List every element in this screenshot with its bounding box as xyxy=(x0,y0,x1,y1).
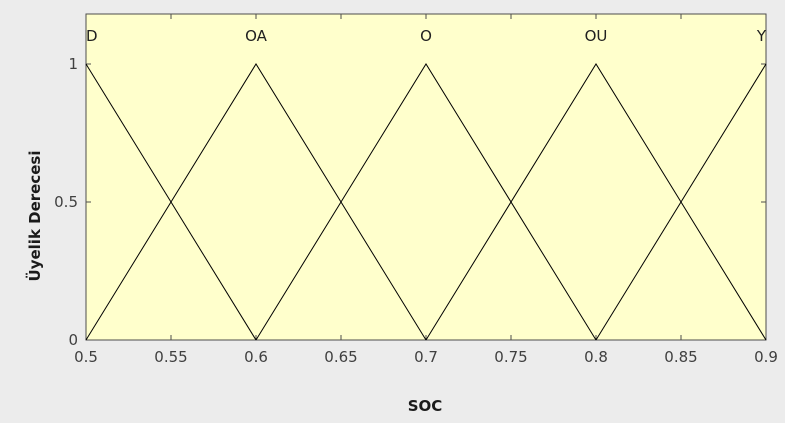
series-label-ou: OU xyxy=(585,27,608,45)
x-tick-label: 0.85 xyxy=(664,348,697,366)
series-lines xyxy=(85,63,767,341)
series-label-d: D xyxy=(86,27,98,45)
x-tick-label: 0.6 xyxy=(244,348,268,366)
x-axis-label: SOC xyxy=(408,397,443,415)
series-labels: D OA O OU Y xyxy=(86,27,767,45)
series-label-o: O xyxy=(420,27,432,45)
x-tick-label: 0.65 xyxy=(324,348,357,366)
y-axis-ticks: 00.51 xyxy=(54,55,766,349)
series-label-oa: OA xyxy=(245,27,268,45)
x-tick-label: 0.7 xyxy=(414,348,438,366)
y-tick-label: 0.5 xyxy=(54,193,78,211)
x-tick-label: 0.75 xyxy=(494,348,527,366)
series-line-o xyxy=(255,63,597,341)
series-line-y xyxy=(595,63,767,341)
series-line-oa xyxy=(85,63,427,341)
plot-area xyxy=(85,13,767,341)
x-axis-ticks: 0.5 0.55 0.6 0.65 0.7 0.75 0.8 0.85 0.9 xyxy=(74,14,778,366)
y-axis-label: Üyelik Derecesi xyxy=(25,151,44,282)
x-tick-label: 0.9 xyxy=(754,348,778,366)
series-line-ou xyxy=(425,63,767,341)
x-tick-label: 0.8 xyxy=(584,348,608,366)
x-tick-label: 0.55 xyxy=(154,348,187,366)
y-tick-label: 0 xyxy=(68,331,78,349)
series-label-y: Y xyxy=(756,27,767,45)
x-tick-label: 0.5 xyxy=(74,348,98,366)
y-tick-label: 1 xyxy=(68,55,78,73)
